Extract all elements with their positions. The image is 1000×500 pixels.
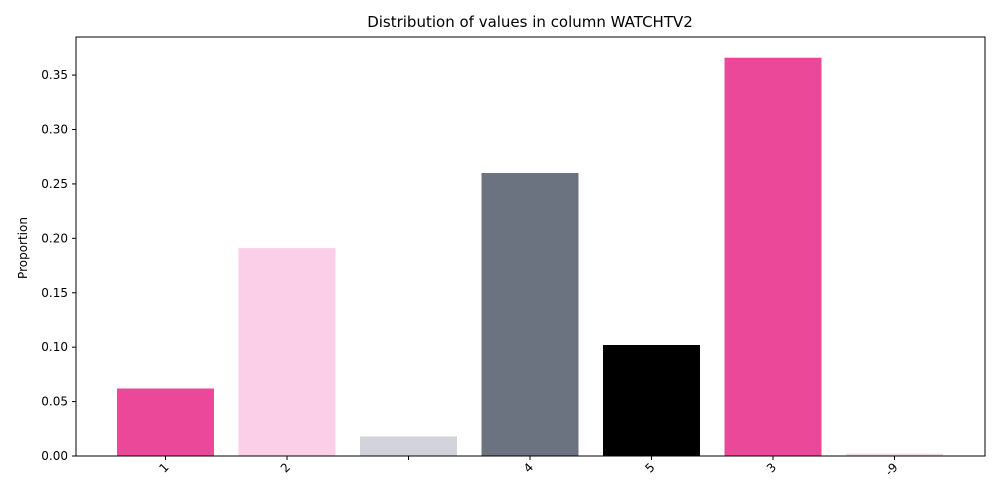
y-axis: 0.00 0.05 0.10 0.15 0.20 0.25 0.30 0.35 — [41, 68, 76, 463]
y-tick-label: 0.25 — [41, 177, 68, 191]
y-tick-label: 0.30 — [41, 123, 68, 137]
y-tick-label: 0.10 — [41, 340, 68, 354]
bar-6 — [846, 453, 943, 456]
bar-0 — [117, 388, 214, 456]
y-tick-label: 0.05 — [41, 395, 68, 409]
y-tick-label: 0.00 — [41, 449, 68, 463]
plot-frame — [75, 36, 986, 457]
x-tick-label: 2 — [278, 460, 293, 475]
x-tick-label: 3 — [764, 460, 779, 475]
x-tick-label: -9 — [882, 460, 900, 478]
chart-title: Distribution of values in column WATCHTV… — [367, 13, 693, 31]
bar-5 — [724, 57, 822, 456]
bar-2 — [360, 436, 457, 456]
x-tick-label: 5 — [642, 460, 657, 475]
y-tick-label: 0.35 — [41, 68, 68, 82]
y-axis-label: Proportion — [16, 217, 30, 279]
y-tick-label: 0.15 — [41, 286, 68, 300]
x-axis: 1 2 4 5 3 -9 — [156, 456, 901, 479]
bar-3 — [481, 173, 579, 456]
bar-1 — [238, 248, 336, 456]
x-tick-label: 1 — [156, 460, 171, 475]
x-tick-label: 4 — [521, 460, 536, 475]
y-tick-label: 0.20 — [41, 231, 68, 245]
bar-4 — [603, 345, 700, 456]
bars-group — [117, 57, 943, 456]
